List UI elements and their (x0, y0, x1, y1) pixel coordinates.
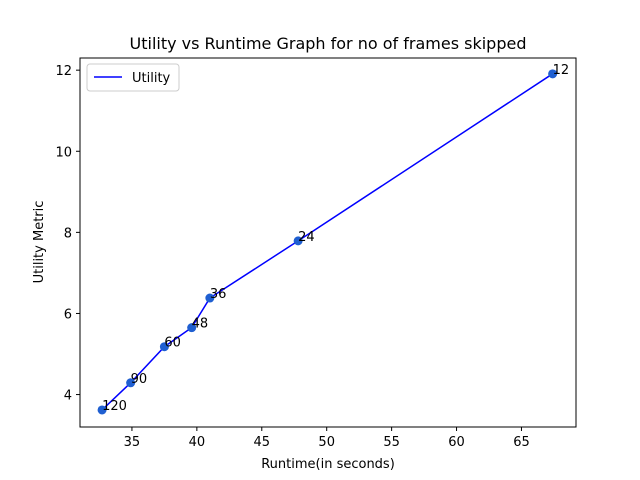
legend-box (86, 63, 180, 92)
data-point (187, 323, 197, 333)
series-line-utility (101, 73, 554, 411)
point-label: 36 (210, 287, 227, 302)
data-point (548, 69, 558, 79)
x-tick-label: 45 (254, 435, 271, 450)
x-axis-label: Runtime(in seconds) (261, 457, 395, 472)
point-label: 24 (298, 230, 315, 245)
data-point (97, 405, 107, 415)
x-tick-label: 35 (124, 435, 141, 450)
data-point (293, 236, 303, 246)
x-tick-label: 40 (189, 435, 206, 450)
x-tick-label: 60 (448, 435, 465, 450)
x-tick-label: 55 (383, 435, 400, 450)
y-tick-label: 10 (55, 145, 72, 160)
legend: Utility (86, 63, 180, 92)
plot-frame (79, 57, 577, 428)
x-tick-label: 65 (513, 435, 530, 450)
y-tick-label: 12 (55, 64, 72, 79)
data-point (126, 378, 136, 388)
legend-label-utility: Utility (132, 71, 171, 86)
point-label: 60 (164, 336, 181, 351)
point-label: 12 (553, 63, 570, 78)
x-axis-ticks: 35 40 45 50 55 60 65 (124, 427, 530, 450)
point-label: 120 (102, 399, 127, 414)
y-tick-label: 6 (64, 307, 72, 322)
point-label: 48 (192, 317, 209, 332)
y-tick-label: 8 (64, 226, 72, 241)
y-tick-label: 4 (64, 389, 72, 404)
chart-title: Utility vs Runtime Graph for no of frame… (130, 34, 527, 53)
y-axis-label: Utility Metric (32, 201, 47, 284)
series-markers (97, 69, 558, 415)
y-axis-ticks: 4 6 8 10 12 (55, 64, 80, 404)
data-point (159, 342, 169, 352)
data-point (205, 293, 215, 303)
point-label: 90 (131, 372, 148, 387)
x-tick-label: 50 (318, 435, 335, 450)
